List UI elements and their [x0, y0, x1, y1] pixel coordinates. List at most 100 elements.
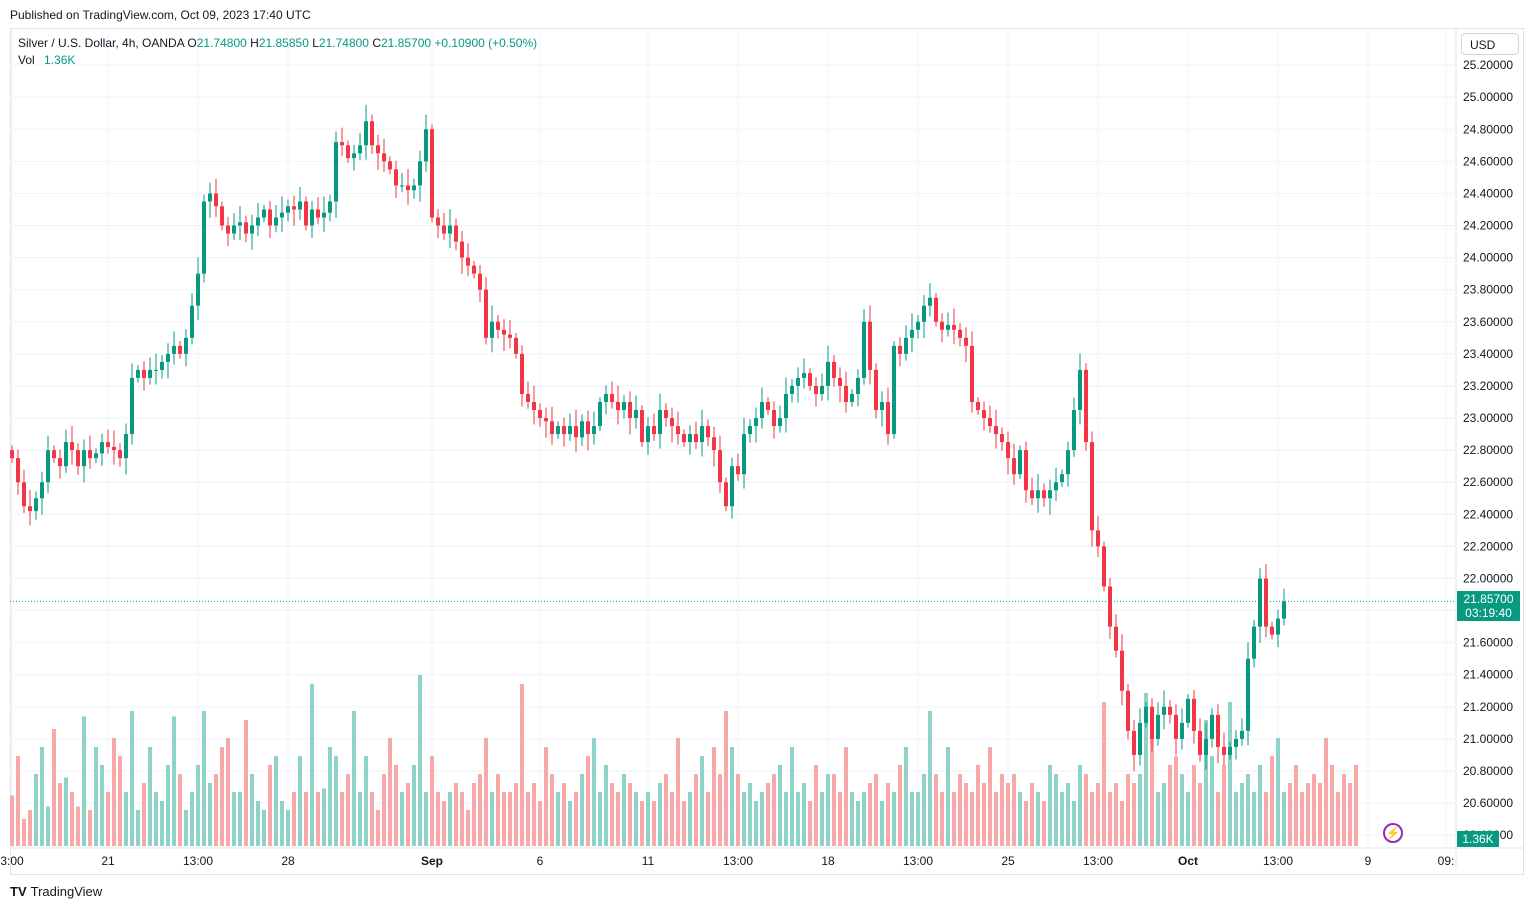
candle-body	[1156, 714, 1160, 739]
y-tick-label: 24.80000	[1463, 122, 1513, 136]
volume-bar	[682, 801, 686, 846]
candle-body	[940, 321, 944, 330]
y-tick-label: 20.80000	[1463, 764, 1513, 778]
candle-body	[274, 217, 278, 226]
candle-body	[688, 434, 692, 443]
candle-body	[856, 377, 860, 394]
candle-body	[358, 145, 362, 154]
volume-bar	[64, 777, 68, 846]
volume-bar	[562, 783, 566, 846]
candle-body	[1012, 458, 1016, 475]
volume-bar	[412, 765, 416, 846]
volume-bar	[340, 792, 344, 846]
legend-symbol[interactable]: Silver / U.S. Dollar, 4h, OANDA	[18, 36, 185, 50]
volume-bar	[568, 801, 572, 846]
volume-bar	[946, 747, 950, 846]
volume-bar	[250, 774, 254, 846]
volume-bar	[154, 792, 158, 846]
candle-body	[1036, 490, 1040, 499]
candle-body	[310, 209, 314, 226]
candle-body	[70, 442, 74, 451]
candle-body	[1198, 730, 1202, 755]
y-tick-label: 23.00000	[1463, 411, 1513, 425]
candle-body	[886, 401, 890, 435]
currency-selector[interactable]: USD	[1461, 33, 1519, 55]
candle-body	[40, 482, 44, 499]
candle-body	[760, 401, 764, 419]
y-tick-label: 23.40000	[1463, 347, 1513, 361]
candle-body	[226, 225, 230, 234]
volume-label[interactable]: Vol	[18, 53, 35, 67]
volume-bar	[688, 792, 692, 846]
volume-bar	[160, 801, 164, 846]
last-price: 21.85700	[1463, 592, 1514, 606]
volume-bar	[784, 792, 788, 846]
candle-body	[340, 142, 344, 146]
volume-bar	[202, 711, 206, 846]
lightning-icon[interactable]: ⚡	[1383, 823, 1403, 843]
candle-body	[1192, 698, 1196, 731]
candle-body	[58, 458, 62, 467]
volume-bar	[556, 792, 560, 846]
candle-body	[1108, 586, 1112, 627]
candle-body	[820, 385, 824, 394]
y-tick-label: 25.20000	[1463, 58, 1513, 72]
candle-body	[16, 458, 20, 483]
volume-bar	[634, 792, 638, 846]
candle-body	[664, 410, 668, 419]
volume-bar	[496, 774, 500, 846]
volume-bar	[46, 806, 50, 846]
candle-body	[166, 353, 170, 362]
candle-body	[400, 185, 404, 187]
candle-body	[346, 145, 350, 159]
candle-body	[136, 369, 140, 378]
candle-body	[370, 121, 374, 146]
candle-body	[406, 185, 410, 191]
x-tick-label: 21	[101, 854, 115, 868]
volume-bar	[514, 783, 518, 846]
candle-body	[1084, 369, 1088, 443]
x-tick-label: 09:	[1438, 854, 1455, 868]
candle-body	[874, 369, 878, 411]
candle-body	[172, 345, 176, 354]
candle-body	[1102, 546, 1106, 587]
candle-body	[304, 201, 308, 226]
legend-close: 21.85700	[381, 36, 432, 50]
y-tick-label: 24.20000	[1463, 219, 1513, 233]
volume-bar	[1330, 765, 1334, 846]
candle-body	[202, 201, 206, 274]
volume-bar	[982, 783, 986, 846]
candle-body	[490, 321, 494, 338]
y-tick-label: 20.60000	[1463, 796, 1513, 810]
y-tick-label: 22.00000	[1463, 571, 1513, 585]
volume-bar	[346, 774, 350, 846]
volume-bar	[646, 792, 650, 846]
volume-bar	[1132, 783, 1136, 846]
candle-body	[466, 257, 470, 266]
x-tick-label: 13:00	[183, 854, 213, 868]
volume-bar	[862, 792, 866, 846]
candle-body	[508, 334, 512, 338]
volume-bar	[106, 792, 110, 846]
volume-bar	[520, 684, 524, 846]
candle-body	[1042, 490, 1046, 499]
candle-body	[1162, 706, 1166, 715]
volume-bar	[976, 765, 980, 846]
volume-bar	[940, 792, 944, 846]
volume-bar	[376, 810, 380, 846]
candle-body	[160, 361, 164, 370]
candle-body	[1174, 714, 1178, 739]
candle-body	[1054, 482, 1058, 491]
x-tick-label: 13:00	[723, 854, 753, 868]
volume-bar	[1210, 756, 1214, 846]
volume-bar	[616, 792, 620, 846]
y-tick-label: 22.80000	[1463, 443, 1513, 457]
volume-bar	[760, 792, 764, 846]
volume-bar	[454, 783, 458, 846]
tradingview-brand[interactable]: TV TradingView	[10, 884, 102, 899]
candle-body	[1228, 746, 1232, 755]
candle-body	[316, 209, 320, 218]
candle-body	[1048, 490, 1052, 499]
volume-bar	[1264, 792, 1268, 846]
